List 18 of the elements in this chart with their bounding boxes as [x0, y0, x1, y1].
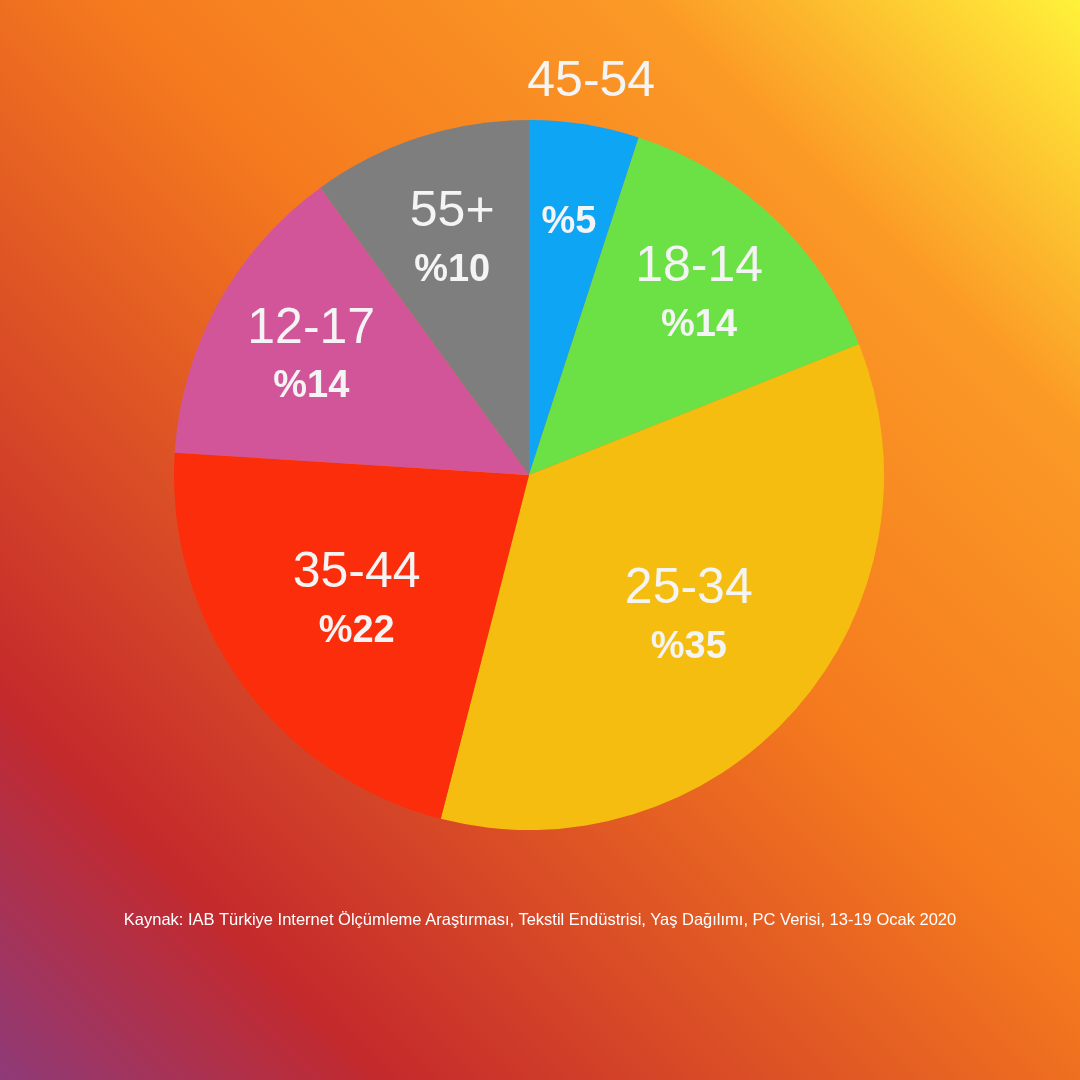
data-label: %14 [273, 363, 350, 406]
slice-label: 18-14 [635, 236, 764, 293]
slice-label: 12-17 [247, 297, 376, 354]
pie-slice [529, 120, 639, 475]
data-label: %5 [541, 198, 597, 241]
data-label: %22 [318, 608, 395, 651]
data-label: %35 [650, 623, 727, 666]
pie-slice [174, 187, 529, 475]
pie-slice [529, 137, 860, 475]
slice-label: 35-44 [292, 542, 421, 599]
data-label: %10 [414, 246, 491, 289]
data-label: %14 [661, 301, 738, 344]
slice-label: 55+ [409, 180, 495, 237]
slice-label: 45-54 [527, 50, 656, 107]
slice-label: 25-34 [624, 558, 753, 615]
pie-slice [174, 452, 529, 819]
text: Kaynak: IAB Türkiye Internet Ölçümleme Araştırması, Tekstil Endüstrisi, Yaş Dağılımı, PC Verisi, 13-19 Ocak 2020 [123, 910, 957, 928]
pie-slice [440, 344, 884, 830]
